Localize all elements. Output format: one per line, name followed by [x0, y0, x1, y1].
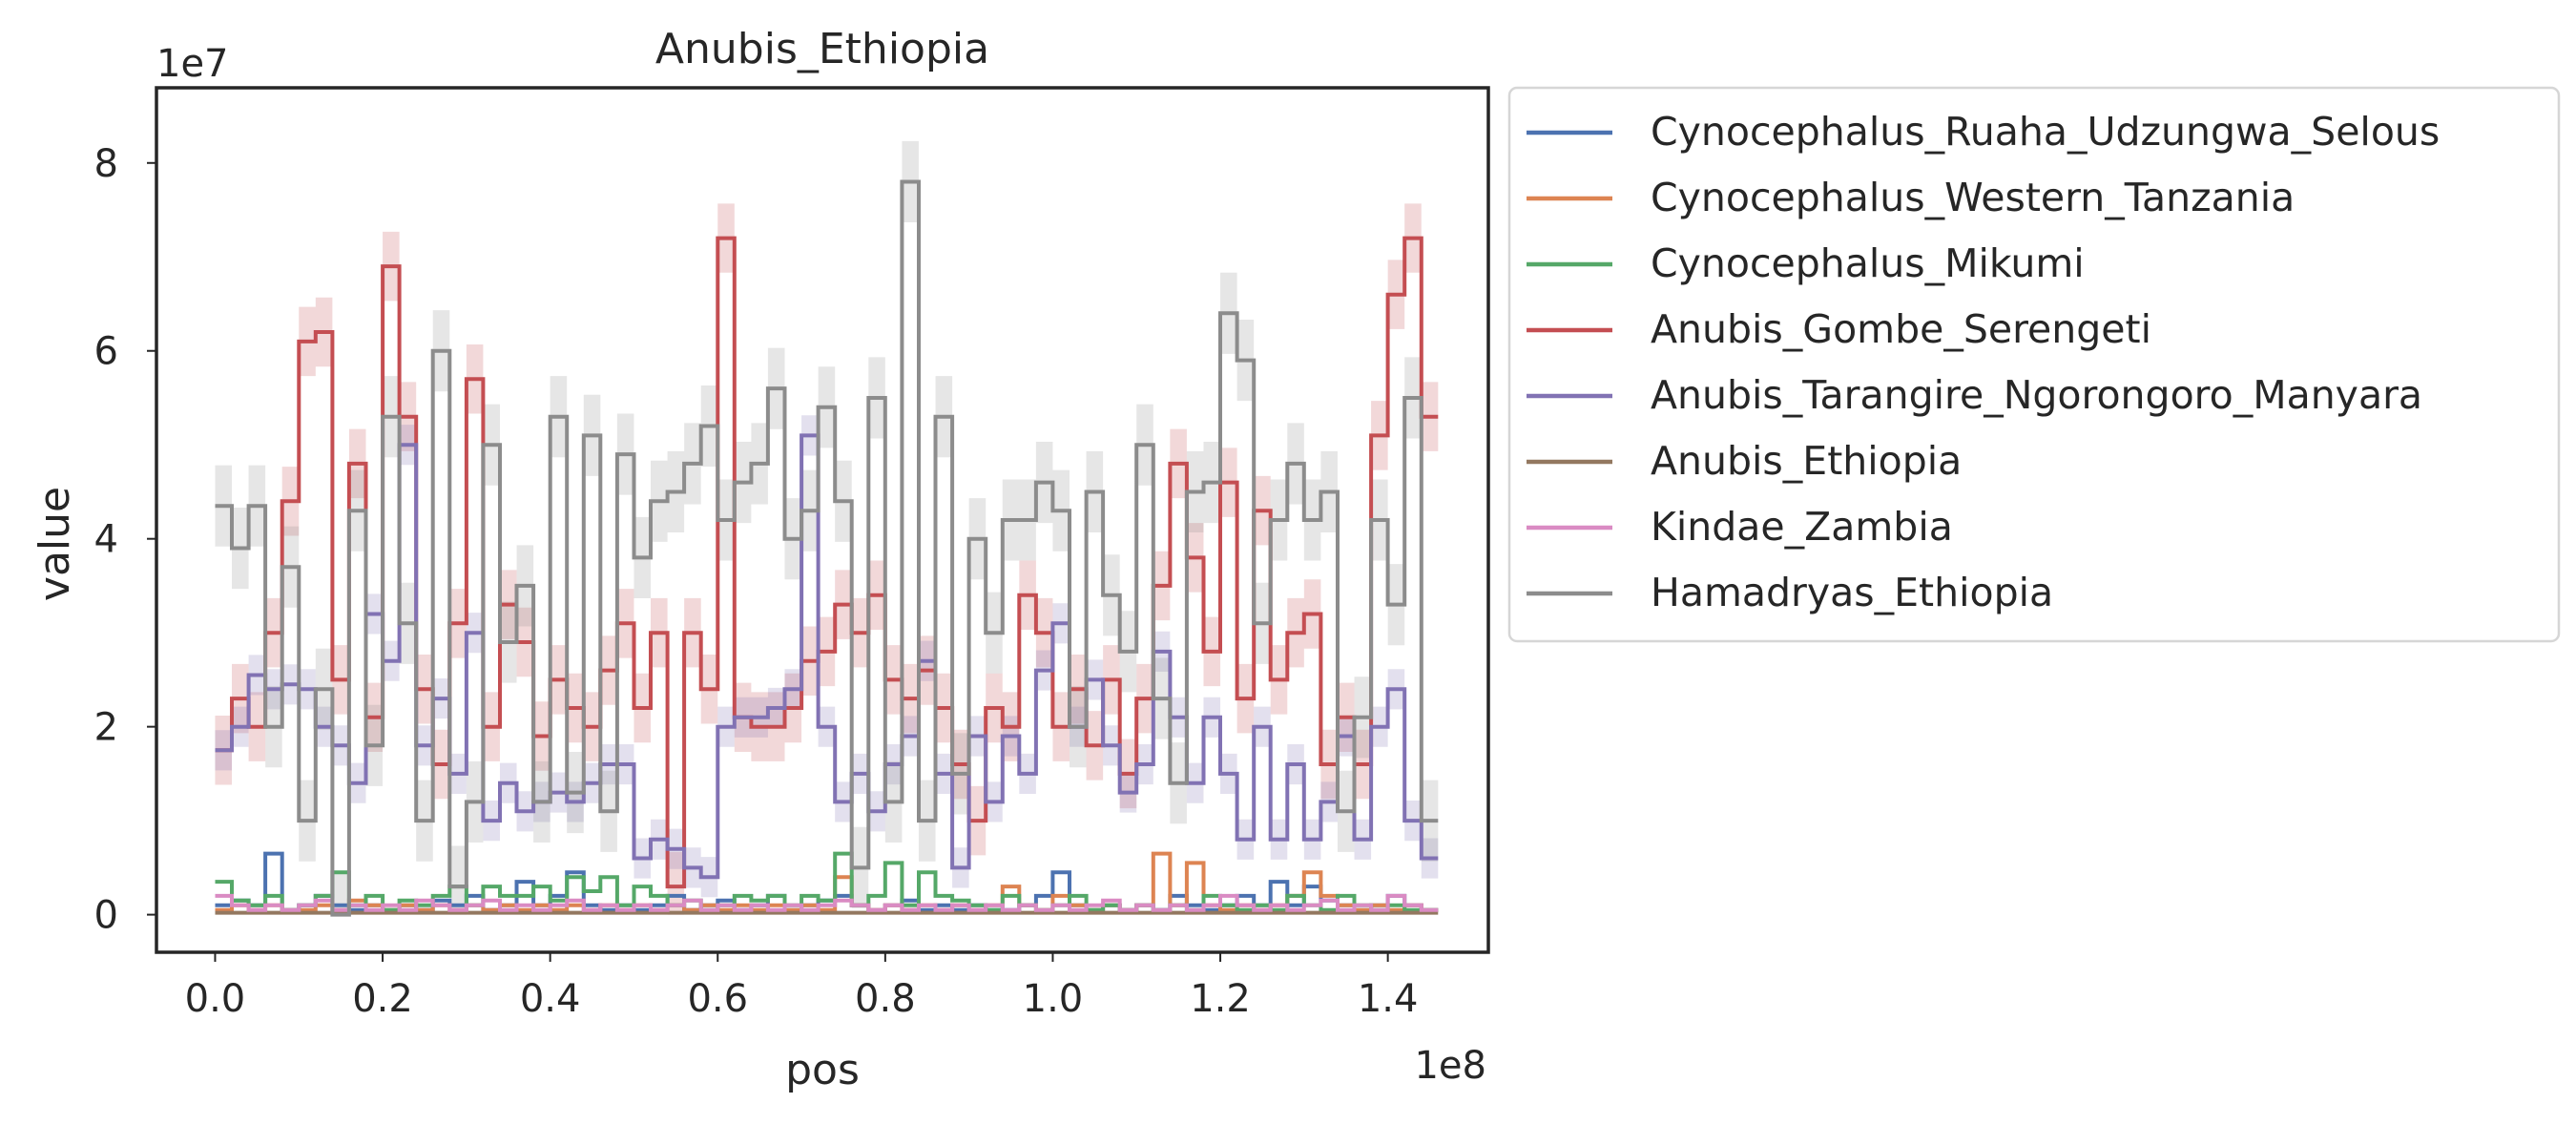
band-anubis-tarangire-ngorongoro-manyara	[215, 415, 1439, 898]
y-axis-ticks: 0 2 4 6 8	[94, 142, 156, 938]
legend-label: Hamadryas_Ethiopia	[1651, 570, 2053, 615]
legend-label: Anubis_Gombe_Serengeti	[1651, 306, 2151, 352]
chart-title: Anubis_Ethiopia	[655, 25, 989, 73]
x-axis-label: pos	[785, 1046, 860, 1094]
x-offset-label: 1e8	[1414, 1044, 1486, 1088]
x-tick-label: 0.6	[687, 977, 748, 1021]
y-offset-label: 1e7	[156, 42, 229, 86]
legend-label: Cynocephalus_Western_Tanzania	[1651, 175, 2295, 220]
legend: Cynocephalus_Ruaha_Udzungwa_Selous Cynoce…	[1507, 86, 2561, 643]
axes-frame	[155, 86, 1490, 954]
series-line-hamadryas-ethiopia	[215, 179, 1439, 917]
y-axis-label: value	[31, 487, 79, 601]
x-axis-ticks: 0.0 0.2 0.4 0.6 0.8 1.0 1.2 1.4	[185, 952, 1419, 1021]
y-tick-label: 4	[94, 518, 118, 562]
x-tick-label: 1.0	[1023, 977, 1084, 1021]
y-tick-label: 2	[94, 706, 118, 750]
y-tick-label: 0	[94, 894, 118, 938]
legend-box	[1507, 86, 2561, 643]
legend-label: Anubis_Ethiopia	[1651, 438, 1962, 484]
legend-label: Cynocephalus_Ruaha_Udzungwa_Selous	[1651, 109, 2440, 155]
legend-label: Anubis_Tarangire_Ngorongoro_Manyara	[1651, 372, 2422, 418]
x-tick-label: 0.8	[855, 977, 916, 1021]
x-tick-label: 1.4	[1358, 977, 1419, 1021]
x-tick-label: 0.2	[352, 977, 413, 1021]
y-tick-label: 8	[94, 142, 118, 186]
x-tick-label: 0.0	[185, 977, 246, 1021]
legend-label: Cynocephalus_Mikumi	[1651, 240, 2085, 286]
x-tick-label: 1.2	[1190, 977, 1251, 1021]
x-tick-label: 0.4	[520, 977, 581, 1021]
legend-label: Kindae_Zambia	[1651, 504, 1953, 550]
plot-area	[155, 86, 1490, 954]
y-tick-label: 6	[94, 330, 118, 374]
series-line-kindae-zambia	[215, 893, 1439, 912]
band-hamadryas-ethiopia	[215, 140, 1439, 915]
